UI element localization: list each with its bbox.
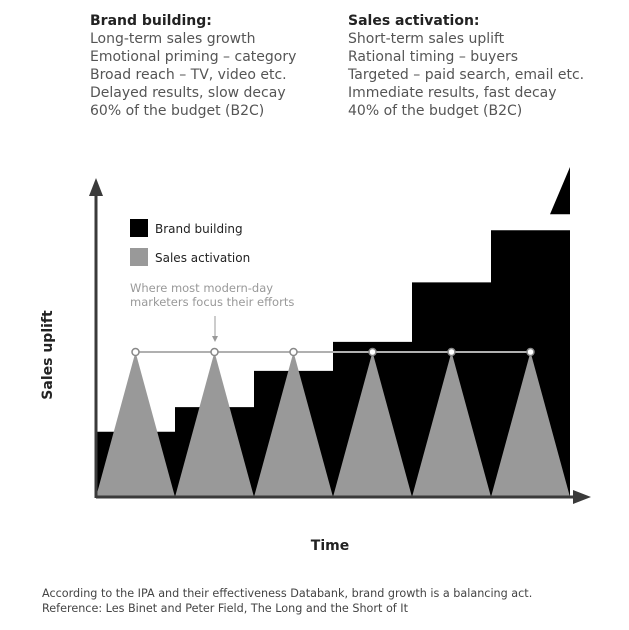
annotation-line: marketers focus their efforts [130, 295, 294, 309]
legend-swatch-brand [130, 219, 148, 237]
focus-line [131, 347, 535, 357]
focus-peak-marker [131, 347, 140, 357]
focus-peak-marker [210, 347, 219, 357]
sales-activation-spike [96, 352, 175, 497]
sales-activation-spike [254, 352, 333, 497]
sales-activation-spike [175, 352, 254, 497]
sales-activation-heading: Sales activation: [348, 13, 480, 29]
focus-peak-marker [447, 347, 456, 357]
focus-peak-marker [368, 347, 377, 357]
sales-line: Immediate results, fast decay [348, 85, 557, 101]
x-axis-label: Time [311, 538, 349, 554]
focus-peak-marker [289, 347, 298, 357]
brand-line: Long-term sales growth [90, 31, 256, 47]
brand-building-step [96, 167, 570, 497]
legend-swatch-sales [130, 248, 148, 266]
brand-line: Delayed results, slow decay [90, 85, 286, 101]
footer-note: According to the IPA and their effective… [42, 587, 532, 616]
sales-line: Targeted – paid search, email etc. [348, 67, 585, 83]
y-axis-arrow-icon [89, 178, 103, 196]
sales-line: Rational timing – buyers [348, 49, 519, 65]
brand-line: Broad reach – TV, video etc. [90, 67, 287, 83]
brand-building-column: Brand building: Long-term sales growth E… [90, 12, 296, 120]
footer-line: Reference: Les Binet and Peter Field, Th… [42, 601, 408, 615]
sales-line: Short-term sales uplift [348, 31, 505, 47]
annotation-line: Where most modern-day [130, 281, 273, 295]
brand-line: 60% of the budget (B2C) [90, 103, 265, 119]
legend-label-brand: Brand building [155, 222, 243, 236]
x-axis-arrow-icon [573, 490, 591, 504]
sales-activation-column: Sales activation: Short-term sales uplif… [348, 12, 584, 120]
annotation-arrow-icon [212, 336, 218, 342]
sales-activation-spike [491, 352, 570, 497]
footer-line: According to the IPA and their effective… [42, 587, 533, 600]
sales-line: 40% of the budget (B2C) [348, 103, 523, 119]
brand-building-heading: Brand building: [90, 13, 212, 29]
sales-activation-spike [412, 352, 491, 497]
brand-building-area [96, 167, 570, 497]
y-axis-label: Sales uplift [40, 310, 56, 400]
brand-line: Emotional priming – category [90, 49, 297, 65]
legend-label-sales: Sales activation [155, 251, 250, 265]
sales-activation-area [96, 352, 570, 497]
focus-peak-marker [526, 347, 535, 357]
sales-activation-spike [333, 352, 412, 497]
